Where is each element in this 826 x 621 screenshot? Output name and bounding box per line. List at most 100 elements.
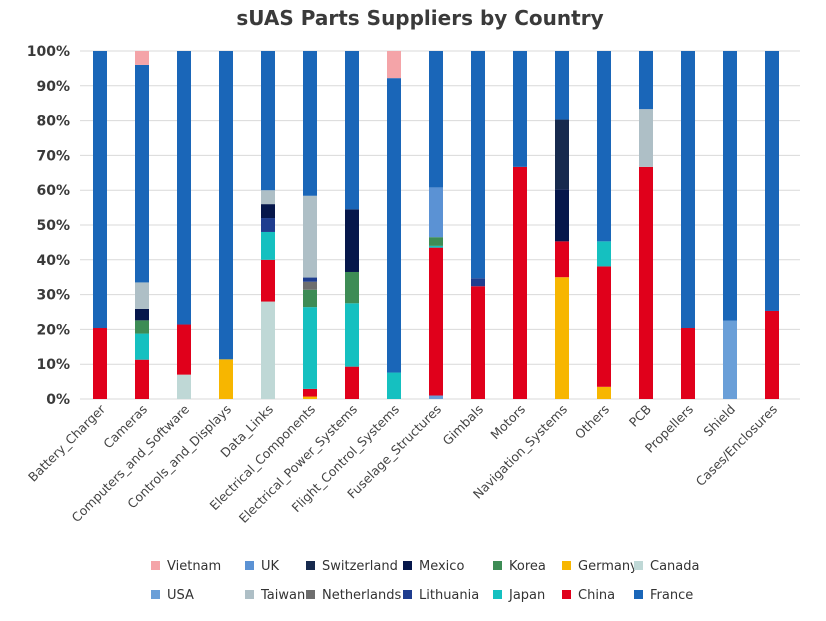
bar-segment-vietnam bbox=[387, 51, 401, 79]
bar-segment-korea bbox=[429, 237, 443, 246]
bar-segment-china bbox=[765, 310, 779, 399]
y-tick-label: 60% bbox=[36, 183, 70, 199]
legend-swatch-uk bbox=[245, 561, 254, 570]
x-tick-label: Shield bbox=[700, 402, 738, 440]
y-tick-label: 100% bbox=[27, 44, 70, 60]
y-tick-label: 70% bbox=[36, 148, 70, 164]
bar-segment-japan bbox=[597, 241, 611, 267]
bar-segment-france bbox=[639, 51, 653, 110]
bar-segment-france bbox=[765, 51, 779, 311]
x-tick-label: Gimbals bbox=[440, 402, 487, 449]
legend-label-france: France bbox=[650, 588, 693, 603]
x-tick-label: PCB bbox=[626, 402, 654, 430]
legend-swatch-china bbox=[562, 590, 571, 599]
legend-swatch-canada bbox=[634, 561, 643, 570]
legend-swatch-netherlands bbox=[306, 590, 315, 599]
bar-segment-china bbox=[681, 328, 695, 399]
legend-swatch-usa bbox=[151, 590, 160, 599]
bar-segment-china bbox=[177, 324, 191, 375]
legend-label-lithuania: Lithuania bbox=[419, 588, 479, 603]
bar-segment-uk bbox=[429, 187, 443, 238]
bar-segment-france bbox=[681, 51, 695, 329]
legend-label-usa: USA bbox=[167, 588, 194, 603]
bar-segment-france bbox=[597, 51, 611, 242]
legend-swatch-france bbox=[634, 590, 643, 599]
bar-segment-mexico bbox=[135, 308, 149, 321]
x-tick-label: Others bbox=[572, 402, 612, 442]
bars bbox=[93, 51, 779, 399]
bar-segment-japan bbox=[135, 333, 149, 360]
bar-segment-france bbox=[219, 51, 233, 360]
bar-segment-japan bbox=[303, 307, 317, 389]
legend-label-vietnam: Vietnam bbox=[167, 559, 221, 574]
bar-segment-mexico bbox=[555, 189, 569, 242]
y-tick-label: 40% bbox=[36, 253, 70, 269]
bar-segment-france bbox=[555, 51, 569, 120]
bar-segment-korea bbox=[135, 320, 149, 334]
bar-segment-japan bbox=[261, 231, 275, 260]
legend-swatch-lithuania bbox=[403, 590, 412, 599]
bar-segment-lithuania bbox=[471, 278, 485, 287]
bar-segment-germany bbox=[555, 277, 569, 399]
bar-segment-france bbox=[345, 51, 359, 210]
chart-title: sUAS Parts Suppliers by Country bbox=[236, 6, 603, 30]
legend-swatch-germany bbox=[562, 561, 571, 570]
bar-segment-china bbox=[93, 328, 107, 399]
y-tick-label: 20% bbox=[36, 322, 70, 338]
bar-segment-germany bbox=[597, 386, 611, 399]
bar-segment-lithuania bbox=[261, 218, 275, 232]
bar-segment-france bbox=[387, 78, 401, 373]
bar-segment-china bbox=[639, 166, 653, 399]
bar-segment-china bbox=[345, 366, 359, 399]
bar-segment-taiwan bbox=[303, 195, 317, 278]
bar-segment-france bbox=[471, 51, 485, 279]
legend: Vietnam UK Switzerland Mexico Korea Germany Ca… bbox=[151, 559, 699, 603]
x-tick-label: Cases/Enclosures bbox=[693, 402, 780, 489]
bar-segment-china bbox=[303, 388, 317, 397]
legend-swatch-korea bbox=[493, 561, 502, 570]
bar-segment-mexico bbox=[345, 209, 359, 272]
bar-segment-taiwan bbox=[639, 109, 653, 167]
bar-segment-china bbox=[513, 166, 527, 399]
legend-label-uk: UK bbox=[261, 559, 280, 574]
legend-label-mexico: Mexico bbox=[419, 559, 464, 574]
bar-segment-china bbox=[261, 259, 275, 302]
legend-swatch-taiwan bbox=[245, 590, 254, 599]
bar-segment-china bbox=[597, 266, 611, 387]
y-tick-label: 30% bbox=[36, 288, 70, 304]
bar-segment-switzerland bbox=[555, 119, 569, 190]
bar-segment-china bbox=[429, 247, 443, 396]
legend-swatch-vietnam bbox=[151, 561, 160, 570]
x-tick-label: Battery_Charger bbox=[25, 401, 109, 485]
bar-segment-china bbox=[471, 286, 485, 399]
bar-segment-germany bbox=[219, 359, 233, 399]
y-tick-label: 90% bbox=[36, 79, 70, 95]
bar-segment-china bbox=[135, 359, 149, 399]
bar-segment-france bbox=[93, 51, 107, 329]
legend-swatch-mexico bbox=[403, 561, 412, 570]
bar-segment-korea bbox=[345, 271, 359, 304]
legend-label-canada: Canada bbox=[650, 559, 699, 574]
y-axis-ticks: 0% 10% 20% 30% 40% 50% 60% 70% 80% 90% 100% bbox=[27, 44, 70, 408]
legend-label-netherlands: Netherlands bbox=[322, 588, 401, 603]
legend-label-japan: Japan bbox=[508, 588, 545, 603]
y-tick-label: 0% bbox=[46, 392, 70, 408]
bar-segment-france bbox=[177, 51, 191, 325]
bar-segment-france bbox=[723, 51, 737, 321]
bar-segment-france bbox=[303, 51, 317, 196]
bar-segment-taiwan bbox=[261, 190, 275, 205]
bar-segment-japan bbox=[429, 245, 443, 248]
bar-segment-japan bbox=[387, 372, 401, 399]
bar-segment-netherlands bbox=[303, 281, 317, 290]
bar-segment-usa bbox=[429, 395, 443, 399]
bar-segment-mexico bbox=[261, 204, 275, 219]
y-tick-label: 80% bbox=[36, 114, 70, 130]
legend-swatch-switzerland bbox=[306, 561, 315, 570]
y-tick-label: 10% bbox=[36, 357, 70, 373]
bar-segment-canada bbox=[177, 374, 191, 399]
legend-label-china: China bbox=[578, 588, 615, 603]
bar-segment-vietnam bbox=[135, 51, 149, 65]
legend-swatch-japan bbox=[493, 590, 502, 599]
bar-segment-japan bbox=[345, 303, 359, 367]
